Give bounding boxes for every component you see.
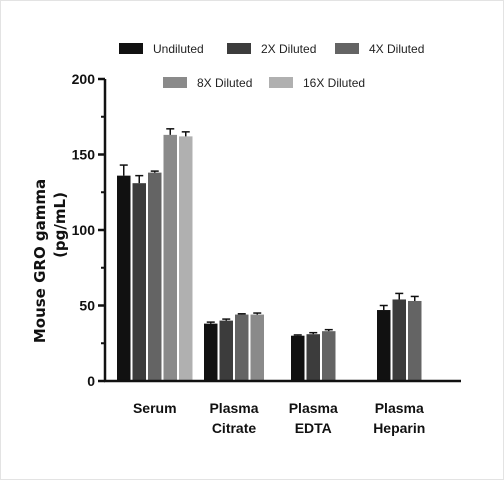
y-tick-label: 0 [87, 373, 95, 389]
x-tick-label-line2: EDTA [295, 420, 332, 436]
x-tick-label-line2: Heparin [373, 420, 425, 436]
bar [408, 300, 422, 381]
legend-swatch [269, 77, 293, 88]
y-tick-label: 50 [79, 298, 95, 314]
x-tick-label: Plasma [375, 400, 424, 416]
bar [392, 299, 406, 381]
bar [377, 310, 391, 381]
bar [291, 335, 305, 381]
legend-swatch [335, 43, 359, 54]
bars [117, 128, 422, 381]
legend-label: 16X Diluted [303, 76, 365, 90]
bar [163, 134, 177, 381]
y-tick-label: 100 [72, 222, 96, 238]
bar [322, 331, 336, 381]
y-axis: 0 50 100 150 200 [72, 71, 107, 389]
y-axis-label-unit: (pg/mL) [51, 192, 69, 258]
x-tick-label: Serum [133, 400, 177, 416]
legend-swatch [227, 43, 251, 54]
bar [219, 320, 233, 381]
x-tick-label: Plasma [289, 400, 338, 416]
legend-label: 2X Diluted [261, 42, 316, 56]
legend: Undiluted 2X Diluted 4X Diluted 8X Diluted 1… [119, 42, 424, 90]
legend-label: Undiluted [153, 42, 204, 56]
legend-swatch [163, 77, 187, 88]
legend-label: 8X Diluted [197, 76, 252, 90]
legend-swatch [119, 43, 143, 54]
bar [117, 175, 131, 381]
legend-label: 4X Diluted [369, 42, 424, 56]
x-tick-label-line2: Citrate [212, 420, 257, 436]
bar [306, 334, 320, 381]
bar [179, 136, 193, 381]
y-tick-label: 200 [72, 71, 96, 87]
x-tick-label: Plasma [209, 400, 258, 416]
bar [250, 314, 264, 381]
x-axis: Serum Plasma Citrate Plasma EDTA Plasma Hepari… [104, 379, 461, 436]
bar [235, 314, 249, 381]
bar [132, 183, 146, 381]
bar [148, 172, 162, 381]
y-axis-label: Mouse GRO gamma [31, 179, 49, 343]
y-tick-label: 150 [72, 147, 96, 163]
bar [204, 323, 218, 381]
